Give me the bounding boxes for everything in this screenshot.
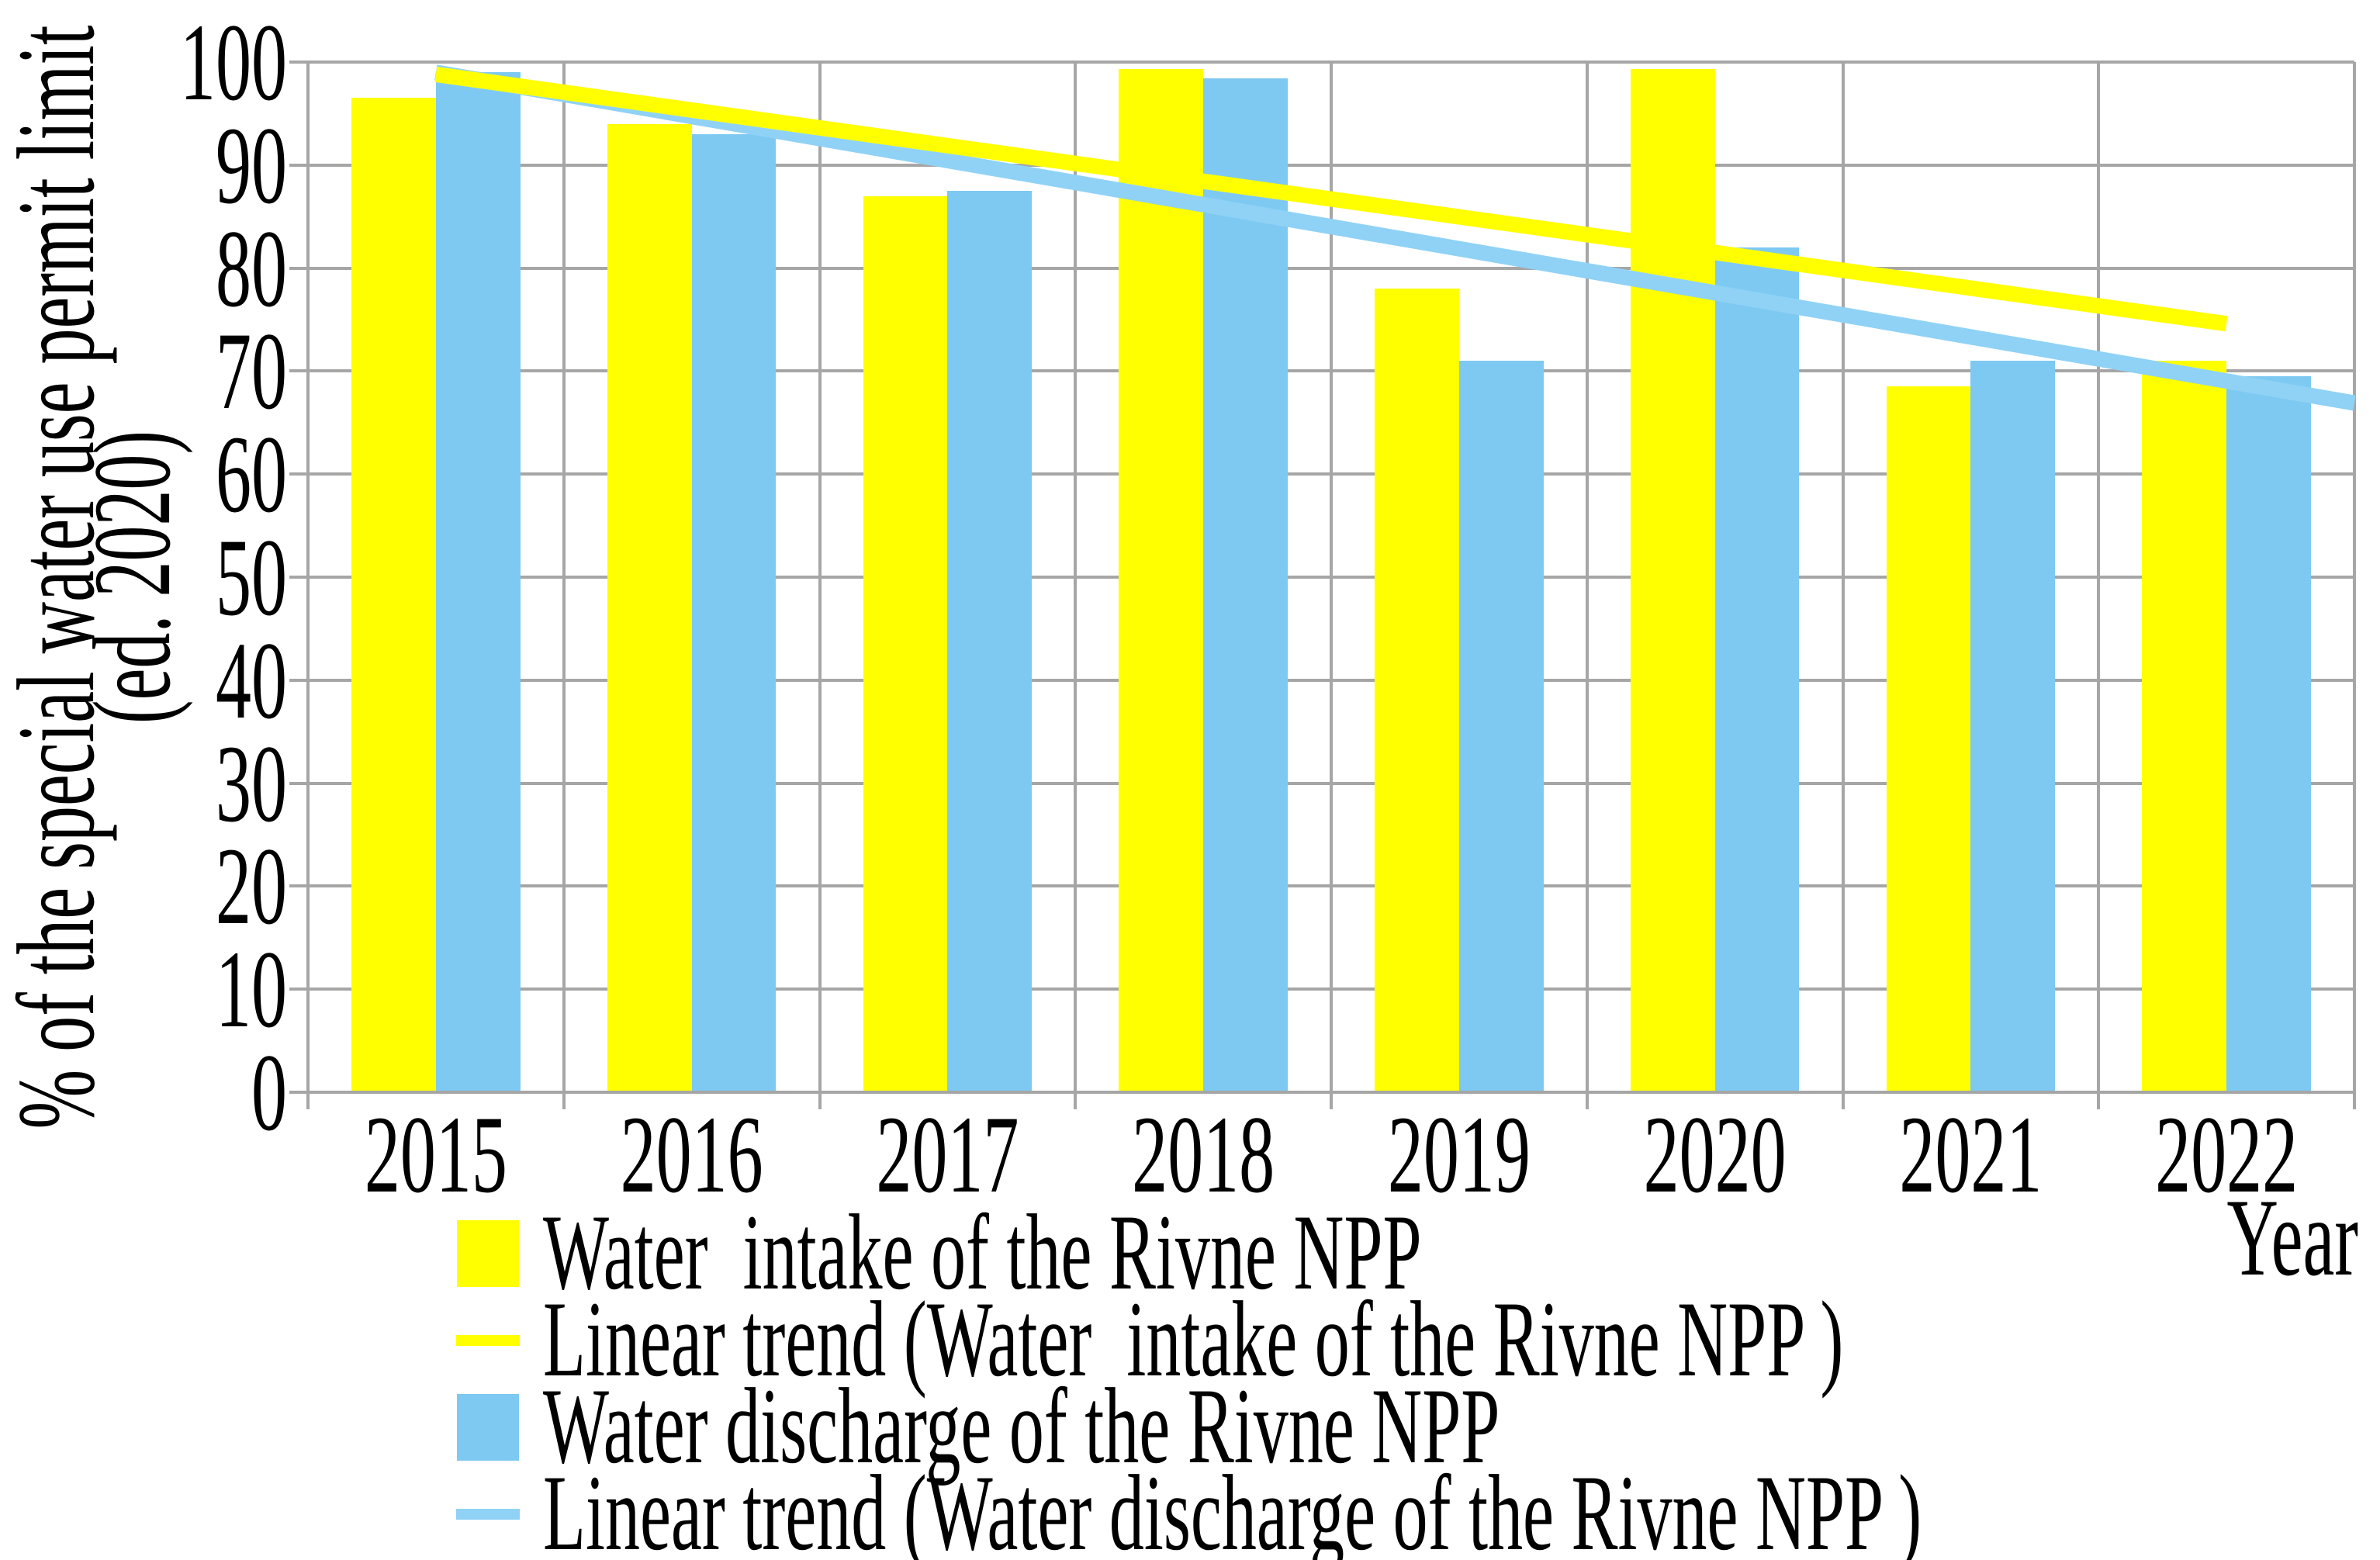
y-axis-tick bbox=[289, 1091, 308, 1094]
x-axis-tick-label: 2017 bbox=[876, 1092, 1019, 1216]
y-axis-tick-label: 40 bbox=[216, 618, 287, 742]
y-axis-tick-label: 50 bbox=[216, 515, 287, 639]
gridline-vertical bbox=[2353, 62, 2356, 1092]
legend-item-linear-trend-discharge: Linear trend (Water discharge of the Riv… bbox=[456, 1455, 1922, 1560]
blue-line-icon bbox=[456, 1509, 520, 1520]
x-axis-tick-label: 2021 bbox=[1899, 1092, 2043, 1216]
y-axis-tick-label: 20 bbox=[216, 825, 287, 948]
x-axis-tick bbox=[1330, 1092, 1333, 1109]
y-axis-tick bbox=[289, 369, 308, 373]
yellow-square-icon bbox=[457, 1220, 519, 1287]
x-axis-tick bbox=[1841, 1092, 1845, 1109]
y-axis-tick bbox=[289, 781, 308, 785]
bar-water-discharge-of-the-rivne-npp-2016 bbox=[691, 133, 777, 1092]
x-axis-line bbox=[306, 1091, 2356, 1094]
bar-water-intake-of-the-rivne-npp-2022 bbox=[2142, 361, 2227, 1092]
gridline-vertical bbox=[818, 62, 822, 1092]
legend-marker-linear-trend-intake bbox=[456, 1335, 520, 1346]
y-axis-tick bbox=[289, 576, 308, 579]
legend-label: Water intake of the Rivne NPP bbox=[543, 1193, 1422, 1313]
y-axis-tick bbox=[289, 678, 308, 682]
bar-water-discharge-of-the-rivne-npp-2015 bbox=[435, 72, 521, 1092]
bar-water-intake-of-the-rivne-npp-2017 bbox=[863, 195, 948, 1092]
bar-water-intake-of-the-rivne-npp-2016 bbox=[607, 123, 692, 1092]
legend-item-water-intake: Water intake of the Rivne NPP bbox=[456, 1194, 1922, 1313]
x-axis-tick bbox=[2353, 1092, 2356, 1109]
bar-water-intake-of-the-rivne-npp-2018 bbox=[1119, 69, 1204, 1092]
gridline-vertical bbox=[2097, 62, 2101, 1092]
y-axis-tick bbox=[289, 163, 308, 167]
blue-square-icon bbox=[457, 1394, 519, 1461]
bar-water-intake-of-the-rivne-npp-2020 bbox=[1630, 69, 1715, 1092]
gridline-vertical bbox=[1330, 62, 1333, 1092]
yellow-line-icon bbox=[456, 1335, 520, 1346]
y-axis-tick-label: 30 bbox=[216, 721, 287, 845]
bar-water-discharge-of-the-rivne-npp-2019 bbox=[1458, 361, 1544, 1092]
gridline-vertical bbox=[1585, 62, 1589, 1092]
bar-water-intake-of-the-rivne-npp-2015 bbox=[351, 98, 436, 1092]
gridline-vertical bbox=[1841, 62, 1845, 1092]
y-axis-tick-label: 60 bbox=[216, 413, 287, 536]
y-axis-tick-label: 10 bbox=[216, 928, 287, 1051]
legend-marker-water-discharge bbox=[456, 1394, 520, 1461]
x-axis-tick-label: 2016 bbox=[620, 1092, 763, 1216]
legend-label: Water discharge of the Rivne NPP bbox=[543, 1367, 1500, 1486]
y-axis-tick bbox=[289, 884, 308, 888]
bar-water-discharge-of-the-rivne-npp-2017 bbox=[947, 191, 1033, 1092]
legend-marker-linear-trend-discharge bbox=[456, 1509, 520, 1520]
legend-label: Linear trend (Water discharge of the Riv… bbox=[543, 1454, 1922, 1560]
bar-water-discharge-of-the-rivne-npp-2021 bbox=[1970, 361, 2056, 1092]
x-axis-tick bbox=[2097, 1092, 2101, 1109]
bar-water-discharge-of-the-rivne-npp-2018 bbox=[1203, 78, 1288, 1092]
gridline-vertical bbox=[562, 62, 566, 1092]
y-axis-line bbox=[306, 62, 310, 1095]
y-axis-tick-label: 80 bbox=[216, 206, 287, 330]
y-axis-tick bbox=[289, 266, 308, 270]
gridline-vertical bbox=[1074, 62, 1078, 1092]
bar-water-intake-of-the-rivne-npp-2021 bbox=[1886, 386, 1971, 1092]
x-axis-tick bbox=[1585, 1092, 1589, 1109]
y-axis-tick bbox=[289, 988, 308, 991]
x-axis-tick bbox=[1074, 1092, 1078, 1109]
bar-water-intake-of-the-rivne-npp-2019 bbox=[1375, 289, 1459, 1092]
x-axis-tick bbox=[818, 1092, 822, 1109]
legend-item-water-discharge: Water discharge of the Rivne NPP bbox=[456, 1368, 1922, 1486]
y-axis-tick bbox=[289, 61, 308, 64]
x-axis-tick-label: 2019 bbox=[1387, 1092, 1531, 1216]
legend: Water intake of the Rivne NPP Linear tre… bbox=[456, 1194, 1922, 1560]
legend-marker-water-intake bbox=[456, 1220, 520, 1287]
bar-water-discharge-of-the-rivne-npp-2022 bbox=[2226, 376, 2311, 1092]
legend-item-linear-trend-intake: Linear trend (Water intake of the Rivne … bbox=[456, 1281, 1922, 1399]
x-axis-tick-label: 2018 bbox=[1132, 1092, 1275, 1216]
x-axis-tick-label: 2022 bbox=[2155, 1092, 2299, 1216]
x-axis-tick-label: 2020 bbox=[1643, 1092, 1787, 1216]
legend-label: Linear trend (Water intake of the Rivne … bbox=[543, 1280, 1844, 1399]
bar-water-discharge-of-the-rivne-npp-2020 bbox=[1714, 247, 1800, 1092]
x-axis-tick bbox=[562, 1092, 566, 1109]
y-axis-tick-label: 100 bbox=[180, 0, 287, 124]
x-axis-tick bbox=[306, 1092, 310, 1109]
y-axis-tick-label: 70 bbox=[216, 310, 287, 433]
y-axis-tick bbox=[289, 472, 308, 476]
y-axis-tick-label: 0 bbox=[251, 1030, 287, 1154]
x-axis-tick-label: 2015 bbox=[364, 1092, 507, 1216]
y-axis-tick-label: 90 bbox=[216, 103, 287, 227]
x-axis-title: Year bbox=[2226, 1175, 2358, 1299]
